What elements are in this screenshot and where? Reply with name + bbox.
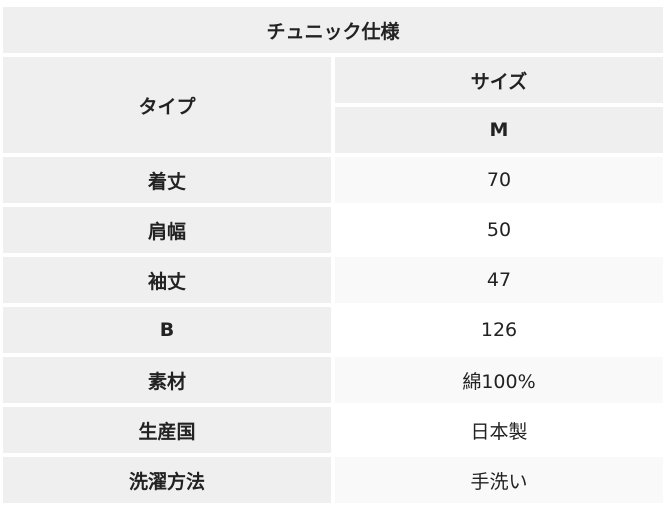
size-value-header: M [335, 107, 663, 153]
row-value: 綿100% [335, 357, 663, 403]
row-label: 生産国 [3, 407, 331, 453]
table-title: チュニック仕様 [3, 7, 663, 53]
row-label: 素材 [3, 357, 331, 403]
row-value: 50 [335, 207, 663, 253]
type-header: タイプ [3, 57, 331, 153]
row-label: 袖丈 [3, 257, 331, 303]
header-row: タイプ サイズ [3, 57, 663, 153]
size-header: サイズ [335, 57, 663, 103]
size-row: M [3, 107, 663, 153]
row-value: 70 [335, 157, 663, 203]
title-row: チュニック仕様 [3, 7, 663, 53]
table-row: 肩幅 50 [3, 207, 663, 253]
row-value: 日本製 [335, 407, 663, 453]
table-row: 素材 綿100% [3, 357, 663, 403]
row-label: 肩幅 [3, 207, 331, 253]
row-value: 126 [335, 307, 663, 353]
table-row: B 126 [3, 307, 663, 353]
row-value: 47 [335, 257, 663, 303]
table-row: 生産国 日本製 [3, 407, 663, 453]
table-row: 袖丈 47 [3, 257, 663, 303]
row-value: 手洗い [335, 457, 663, 503]
spec-table: チュニック仕様 タイプ サイズ M 着丈 70 肩幅 50 袖丈 47 B 12… [0, 3, 666, 507]
row-label: B [3, 307, 331, 353]
row-label: 洗濯方法 [3, 457, 331, 503]
row-label: 着丈 [3, 157, 331, 203]
table-row: 着丈 70 [3, 157, 663, 203]
table-row: 洗濯方法 手洗い [3, 457, 663, 503]
